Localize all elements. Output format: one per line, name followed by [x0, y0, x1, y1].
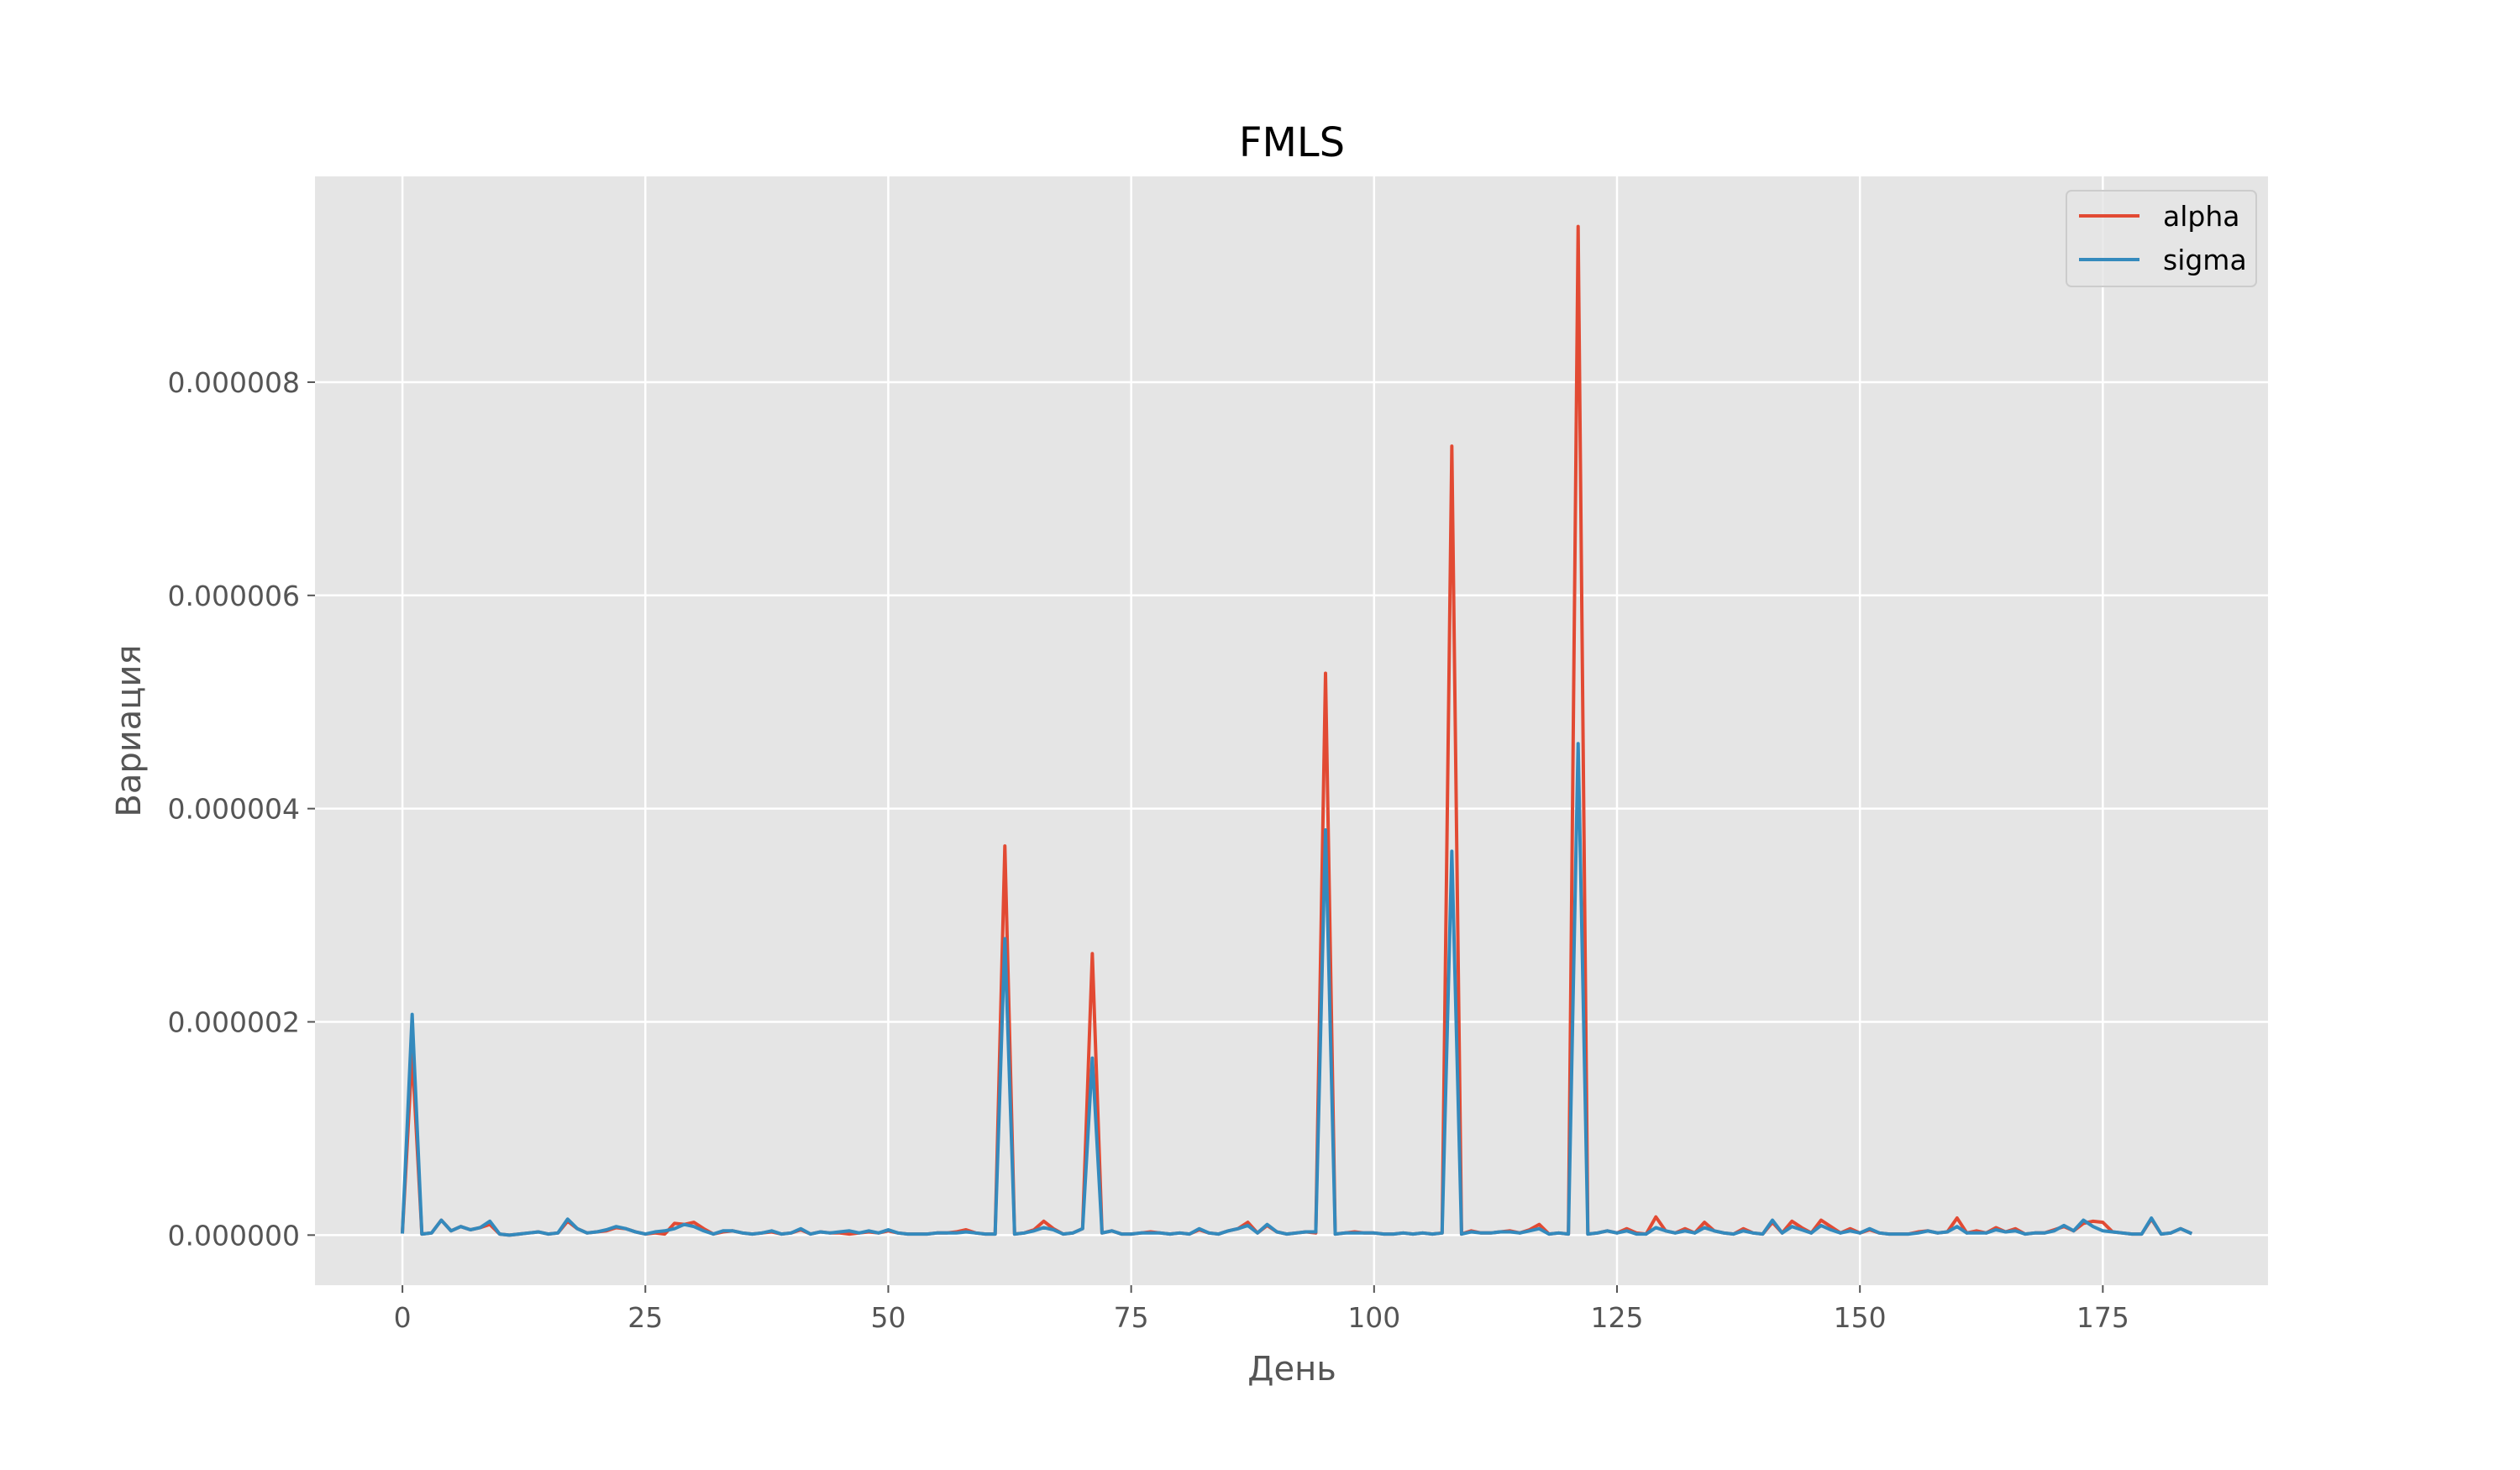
x-axis-label: День [1247, 1350, 1336, 1389]
series-group [400, 224, 2193, 1237]
legend-label-sigma: sigma [2163, 244, 2247, 276]
y-tick-label: 0.000002 [168, 1006, 300, 1039]
y-axis-label: Вариация [110, 644, 149, 816]
x-tick-label: 50 [870, 1301, 906, 1334]
y-tick-label: 0.000000 [168, 1219, 300, 1252]
x-tick-label: 125 [1591, 1301, 1644, 1334]
legend-label-alpha: alpha [2163, 200, 2239, 233]
legend: alpha sigma [2066, 190, 2257, 287]
x-axis-ticks: 0 25 50 75 100 125 150 175 [394, 1285, 2129, 1334]
chart-title: FMLS [1239, 119, 1345, 166]
y-tick-label: 0.000006 [168, 580, 300, 612]
x-tick-label: 75 [1114, 1301, 1149, 1334]
x-tick-label: 150 [1834, 1301, 1887, 1334]
y-axis-ticks: 0.000000 0.000002 0.000004 0.000006 0.000008 [168, 366, 315, 1252]
x-tick-label: 175 [2076, 1301, 2129, 1334]
y-tick-label: 0.000008 [168, 366, 300, 399]
y-tick-label: 0.000004 [168, 793, 300, 826]
plot-area [315, 176, 2268, 1285]
grid [315, 176, 2268, 1285]
series-line-sigma [401, 742, 2193, 1237]
x-tick-label: 100 [1347, 1301, 1400, 1334]
x-tick-label: 0 [394, 1301, 412, 1334]
x-tick-label: 25 [627, 1301, 663, 1334]
